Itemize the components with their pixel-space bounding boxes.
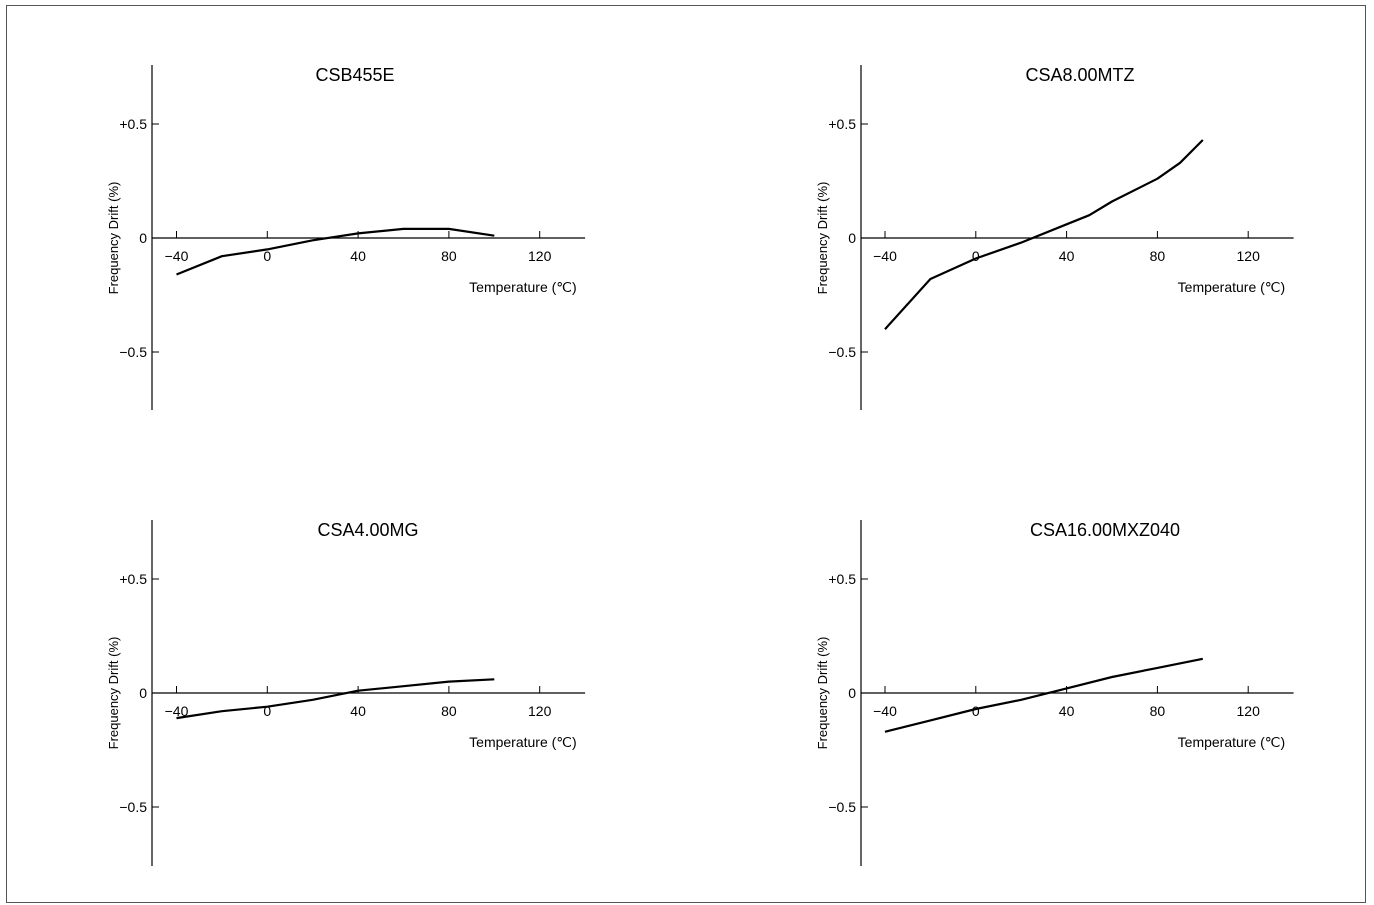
- x-tick-label: 0: [972, 703, 980, 719]
- x-axis-label: Temperature (℃): [1178, 279, 1286, 295]
- x-axis-label: Temperature (℃): [469, 279, 577, 295]
- x-tick-label: −40: [165, 703, 189, 719]
- x-tick-label: 80: [1150, 703, 1166, 719]
- x-tick-label: 120: [528, 248, 552, 264]
- x-tick-label: 120: [1237, 703, 1261, 719]
- y-axis-label: Frequency Drift (%): [815, 182, 830, 295]
- x-tick-label: −40: [165, 248, 189, 264]
- y-tick-label: 0: [848, 685, 856, 701]
- chart-panel: CSA4.00MG −40 0 40 80 120 +0.5 0 −0.5 Temperature…: [106, 520, 586, 866]
- chart-title: CSA8.00MTZ: [1025, 65, 1134, 85]
- y-axis-label: Frequency Drift (%): [815, 637, 830, 750]
- x-tick-label: 80: [1150, 248, 1166, 264]
- y-tick-label: 0: [139, 230, 147, 246]
- chart-panel: CSA16.00MXZ040 −40 0 40 80 120 +0.5 0 −0.5 Temper…: [815, 520, 1294, 866]
- x-tick-label: 40: [350, 703, 366, 719]
- series-line: [176, 678, 495, 720]
- y-axis-label: Frequency Drift (%): [106, 637, 121, 750]
- x-tick-label: 40: [1059, 248, 1075, 264]
- y-tick-label: −0.5: [828, 799, 856, 815]
- x-tick-label: 40: [1059, 703, 1075, 719]
- x-tick-label: 120: [528, 703, 552, 719]
- x-tick-label: 0: [972, 248, 980, 264]
- x-tick-label: 80: [441, 703, 457, 719]
- series-line: [884, 657, 1204, 733]
- x-tick-label: 120: [1237, 248, 1261, 264]
- y-tick-label: +0.5: [119, 116, 147, 132]
- series-line: [884, 139, 1204, 330]
- y-tick-label: +0.5: [828, 571, 856, 587]
- chart-title: CSB455E: [315, 65, 394, 85]
- y-tick-label: 0: [139, 685, 147, 701]
- y-tick-label: +0.5: [119, 571, 147, 587]
- x-tick-label: 80: [441, 248, 457, 264]
- chart-title: CSA4.00MG: [317, 520, 418, 540]
- figure-frame: [6, 5, 1366, 903]
- x-tick-label: 0: [263, 703, 271, 719]
- x-axis-label: Temperature (℃): [469, 734, 577, 750]
- chart-panel: CSB455E −40 0 40 80 120 +0.5 0 −0.5 Temperature (…: [106, 65, 586, 410]
- y-tick-label: −0.5: [119, 344, 147, 360]
- y-tick-label: +0.5: [828, 116, 856, 132]
- series-line: [176, 227, 495, 276]
- x-tick-label: −40: [873, 703, 897, 719]
- x-tick-label: 0: [263, 248, 271, 264]
- x-tick-label: 40: [350, 248, 366, 264]
- chart-title: CSA16.00MXZ040: [1030, 520, 1180, 540]
- y-axis-label: Frequency Drift (%): [106, 182, 121, 295]
- y-tick-label: −0.5: [828, 344, 856, 360]
- chart-panel: CSA8.00MTZ −40 0 40 80 120 +0.5 0 −0.5 Temperatur…: [815, 65, 1294, 410]
- x-tick-label: −40: [873, 248, 897, 264]
- y-tick-label: 0: [848, 230, 856, 246]
- x-axis-label: Temperature (℃): [1178, 734, 1286, 750]
- y-tick-label: −0.5: [119, 799, 147, 815]
